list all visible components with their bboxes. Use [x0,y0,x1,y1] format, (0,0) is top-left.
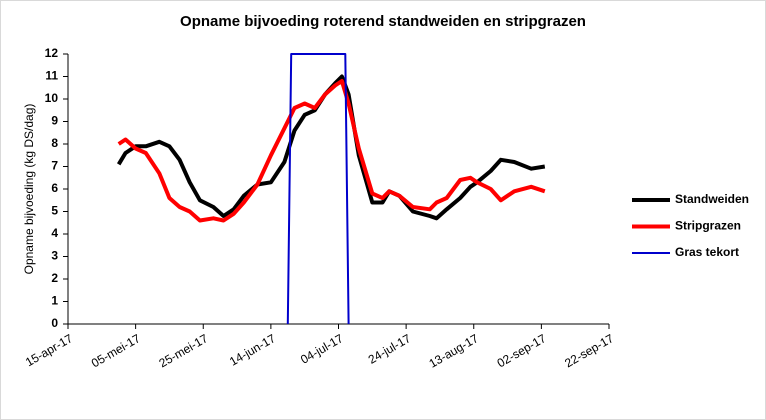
legend-label: Gras tekort [675,245,739,259]
series-line [117,79,546,223]
y-tick-label: 11 [45,69,58,83]
y-tick-label: 5 [51,204,58,218]
y-tick-label: 6 [51,181,58,195]
y-axis-label: Opname bijvoeding (kg DS/dag) [22,104,36,275]
y-tick-label: 1 [51,294,58,308]
y-tick-label: 9 [51,114,58,128]
y-tick-label: 12 [45,46,59,60]
y-tick-label: 3 [51,249,58,263]
y-tick-label: 7 [51,159,58,173]
legend-label: Stripgrazen [675,219,741,233]
y-tick-label: 0 [51,316,58,330]
series-line [286,53,350,325]
y-tick-label: 10 [45,91,59,105]
y-tick-label: 8 [51,136,58,150]
legend-label: Standweiden [675,192,749,206]
chart-title: Opname bijvoeding roterend standweiden e… [180,13,586,30]
y-tick-label: 4 [51,226,58,240]
y-tick-label: 2 [51,271,58,285]
